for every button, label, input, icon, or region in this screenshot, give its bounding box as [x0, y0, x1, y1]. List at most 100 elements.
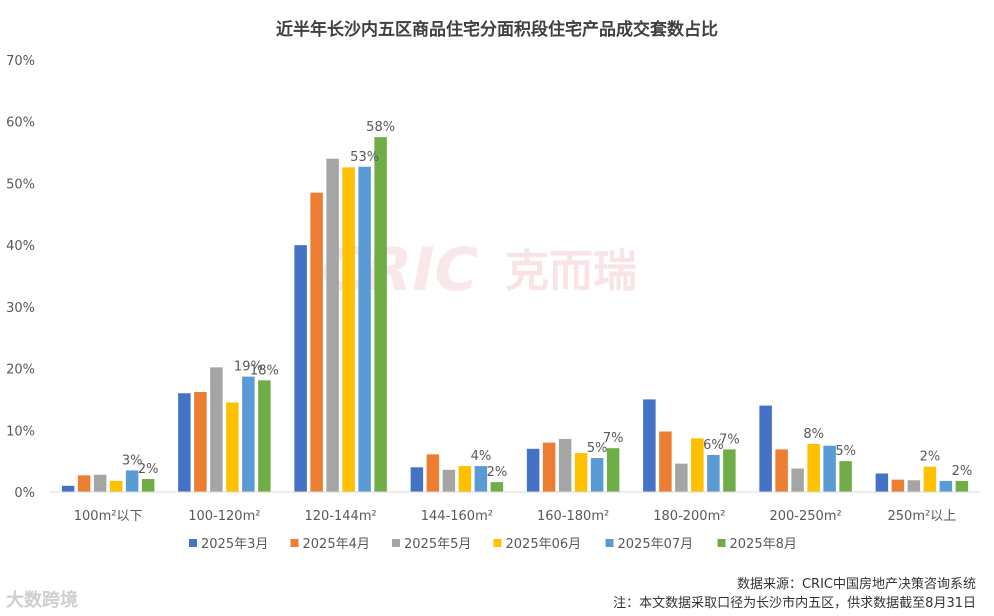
data-note: 注：本文数据采取口径为长沙市内五区，供求数据截至8月31日: [613, 596, 976, 611]
legend-label: 2025年06月: [506, 537, 582, 552]
data-label: 7%: [603, 431, 624, 446]
bar: [410, 467, 424, 492]
bar: [210, 367, 223, 492]
data-label: 6%: [703, 438, 724, 453]
bar: [875, 473, 889, 492]
bar: [590, 458, 604, 492]
legend-swatch: [717, 539, 726, 547]
data-label: 19%: [234, 360, 263, 375]
bar: [807, 443, 820, 492]
y-tick-label: 0%: [14, 486, 35, 501]
legend: 2025年3月 2025年4月 2025年5月 2025年06月 2025年07月 202…: [189, 537, 797, 552]
bar: [759, 405, 772, 492]
data-label: 2%: [920, 450, 941, 465]
y-tick-label: 30%: [6, 301, 35, 316]
bar: [342, 167, 355, 492]
bar: [707, 454, 720, 492]
x-axis: 100m²以下 100-120m² 120-144m² 144-160m² 160-18…: [50, 491, 980, 524]
bar: [558, 438, 572, 492]
bar: [141, 479, 155, 492]
data-label: 58%: [366, 120, 395, 135]
x-tick-label: 180-200m²: [653, 509, 725, 524]
bar: [109, 480, 123, 492]
data-label: 53%: [350, 150, 379, 165]
legend-label: 2025年8月: [730, 537, 797, 552]
x-tick-label: 160-180m²: [537, 509, 609, 524]
bar: [490, 482, 504, 492]
y-tick-label: 20%: [6, 363, 35, 378]
legend-label: 2025年5月: [404, 537, 471, 552]
bar: [791, 468, 804, 492]
data-label: 7%: [719, 432, 740, 447]
y-tick-label: 10%: [6, 424, 35, 439]
data-label: 5%: [587, 441, 608, 456]
bar: [643, 399, 656, 492]
data-label: 2%: [487, 465, 508, 480]
bar: [675, 463, 688, 492]
bar: [358, 166, 371, 492]
bar: [294, 245, 307, 492]
y-tick-label: 50%: [6, 177, 35, 192]
data-label: 3%: [122, 453, 143, 468]
bar: [258, 380, 271, 492]
bar: [574, 453, 588, 492]
bar: [526, 448, 540, 492]
bar: [839, 461, 852, 492]
x-tick-label: 200-250m²: [770, 509, 842, 524]
bar: [659, 431, 672, 492]
data-label: 8%: [803, 427, 824, 442]
legend-label: 2025年4月: [303, 537, 370, 552]
bar: [242, 376, 255, 492]
bar: [442, 469, 456, 492]
y-tick-label: 60%: [6, 116, 35, 131]
bars: [61, 137, 969, 492]
data-label: 5%: [835, 444, 856, 459]
bar: [458, 466, 472, 492]
legend-label: 2025年07月: [618, 537, 694, 552]
bar: [178, 393, 191, 492]
legend-label: 2025年3月: [201, 537, 268, 552]
bar: [77, 475, 91, 492]
legend-swatch: [189, 539, 197, 547]
bar: [194, 392, 207, 492]
bar: [723, 449, 736, 492]
bar: [93, 474, 107, 492]
x-tick-label: 100m²以下: [74, 509, 143, 524]
bar: [125, 470, 139, 492]
data-label: 2%: [952, 464, 973, 479]
y-axis: 0% 10% 20% 30% 40% 50% 60% 70%: [6, 54, 35, 501]
corner-watermark: 大数跨境: [6, 590, 78, 611]
legend-swatch: [493, 539, 502, 547]
chart-title: 近半年长沙内五区商品住宅分面积段住宅产品成交套数占比: [276, 19, 718, 40]
bar: [823, 445, 836, 492]
bar: [939, 480, 953, 492]
data-label: 4%: [471, 449, 492, 464]
x-tick-label: 120-144m²: [305, 509, 377, 524]
bar: [474, 466, 488, 492]
bar: [542, 442, 556, 492]
bar: [426, 454, 440, 492]
bar: [61, 485, 75, 492]
bar: [326, 158, 339, 492]
x-tick-label: 144-160m²: [421, 509, 493, 524]
x-tick-label: 100-120m²: [188, 509, 260, 524]
bar: [691, 438, 704, 492]
legend-swatch: [290, 539, 299, 547]
bar: [891, 479, 905, 492]
bar: [310, 192, 323, 492]
x-tick-label: 250m²以上: [888, 509, 957, 524]
bar: [923, 466, 937, 492]
bar: [374, 137, 387, 492]
bar: [226, 402, 239, 492]
legend-swatch: [605, 539, 614, 547]
bar: [955, 480, 969, 492]
legend-swatch: [392, 539, 400, 547]
y-tick-label: 70%: [6, 54, 35, 69]
data-source: 数据来源：CRIC中国房地产决策咨询系统: [736, 577, 976, 592]
y-tick-label: 40%: [6, 239, 35, 254]
bar: [907, 480, 921, 492]
data-label: 18%: [250, 363, 279, 378]
bar: [606, 448, 620, 492]
data-label: 2%: [138, 462, 159, 477]
